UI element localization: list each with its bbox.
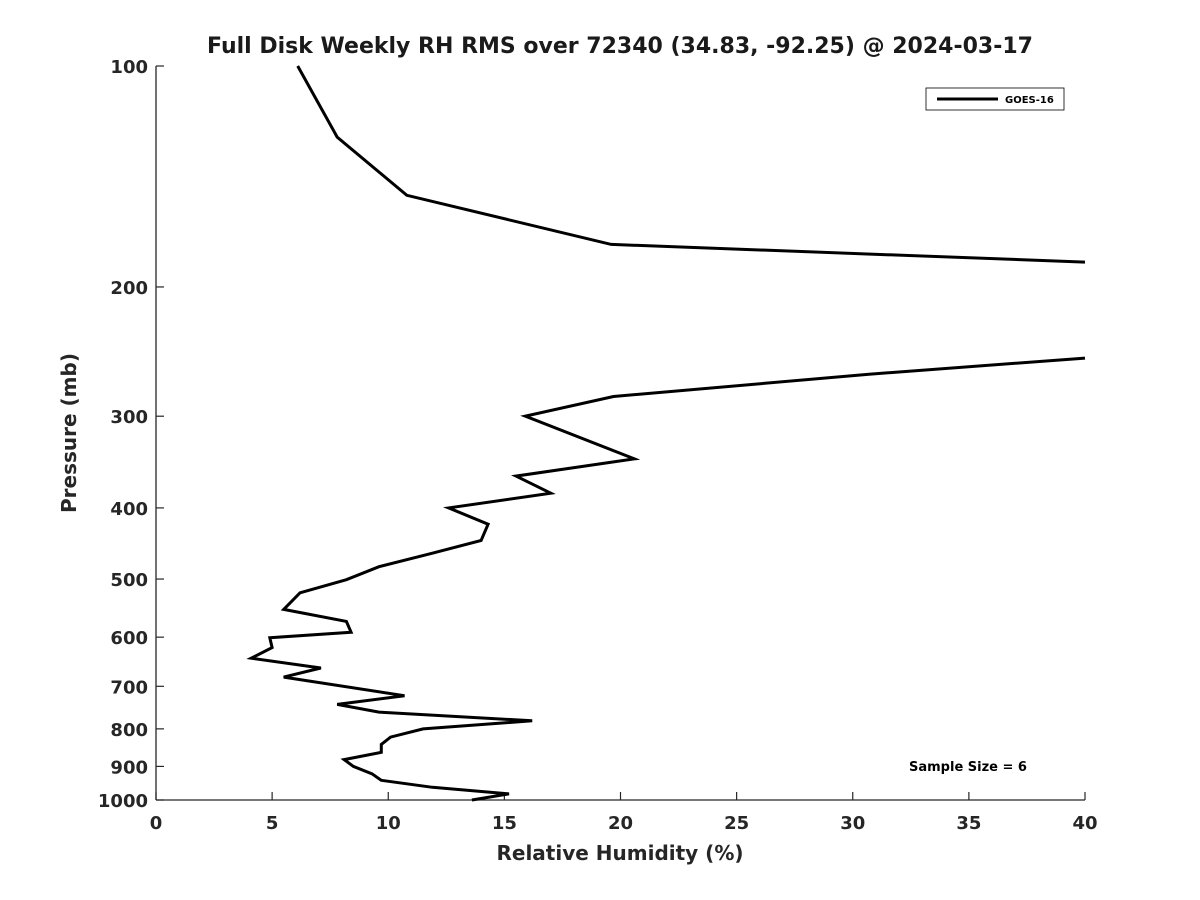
- y-tick-label: 500: [110, 570, 148, 591]
- x-tick-label: 5: [266, 813, 279, 834]
- y-tick-label: 200: [110, 278, 148, 299]
- x-tick-label: 0: [150, 813, 163, 834]
- x-tick-label: 15: [492, 813, 517, 834]
- x-tick-label: 10: [376, 813, 401, 834]
- y-ticks: 100 200 300 400 500 600 700 800 900 1000: [98, 57, 164, 812]
- sample-size-annotation: Sample Size = 6: [909, 760, 1027, 775]
- y-tick-label: 100: [110, 57, 148, 78]
- y-axis-label: Pressure (mb): [57, 353, 81, 513]
- series-line-goes-16: [296, 65, 1086, 264]
- series-line-goes-16: [246, 356, 1086, 802]
- legend: GOES-16: [925, 87, 1065, 111]
- y-tick-label: 1000: [98, 791, 148, 812]
- chart-title: Full Disk Weekly RH RMS over 72340 (34.8…: [207, 34, 1033, 59]
- x-ticks: 0 5 10 15 20 25 30 35 40: [150, 792, 1098, 834]
- legend-label-goes-16: GOES-16: [1005, 95, 1054, 106]
- y-tick-label: 400: [110, 499, 148, 520]
- x-tick-label: 40: [1072, 813, 1097, 834]
- x-tick-label: 35: [956, 813, 981, 834]
- series-layer: [246, 65, 1086, 802]
- x-tick-label: 30: [840, 813, 865, 834]
- y-tick-label: 800: [110, 720, 148, 741]
- y-tick-label: 300: [110, 407, 148, 428]
- y-tick-label: 900: [110, 757, 148, 778]
- x-axis-label: Relative Humidity (%): [496, 841, 743, 865]
- x-tick-label: 20: [608, 813, 633, 834]
- y-tick-label: 700: [110, 677, 148, 698]
- x-tick-label: 25: [724, 813, 749, 834]
- y-tick-label: 600: [110, 628, 148, 649]
